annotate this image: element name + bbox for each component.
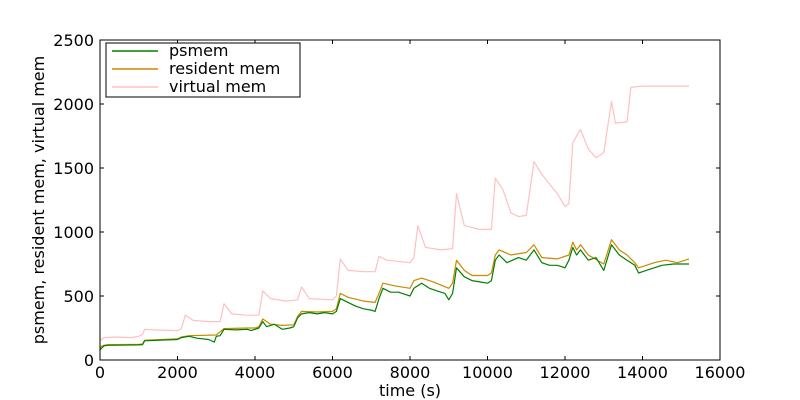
y-tick-label: 2000: [53, 95, 94, 114]
x-tick-label: 14000: [617, 363, 668, 382]
x-tick-label: 12000: [540, 363, 591, 382]
x-tick-label: 0: [95, 363, 105, 382]
series-line-virtual-mem: [99, 85, 689, 342]
x-tick-label: 2000: [157, 363, 198, 382]
series-line-psmem: [99, 244, 689, 351]
y-tick-label: 1500: [53, 159, 94, 178]
legend-box: [105, 42, 301, 98]
x-tick-label: 8000: [390, 363, 431, 382]
y-tick-label: 500: [63, 287, 94, 306]
x-axis-label: time (s): [379, 381, 441, 400]
x-tick-label: 10000: [462, 363, 513, 382]
y-tick-label: 2500: [53, 31, 94, 50]
y-tick-label: 0: [84, 351, 94, 370]
x-tick-label: 6000: [312, 363, 353, 382]
x-tick-label: 4000: [235, 363, 276, 382]
legend-label: psmem: [169, 41, 229, 60]
series-layer: [99, 85, 690, 351]
series-line-resident-mem: [99, 239, 690, 348]
y-axis-ticks: 0 500 1000 1500 2000 2500: [53, 31, 720, 370]
x-tick-label: 16000: [695, 363, 746, 382]
plot-frame: [99, 39, 721, 361]
legend-label: virtual mem: [169, 77, 266, 96]
legend-label: resident mem: [169, 59, 280, 78]
y-tick-label: 1000: [53, 223, 94, 242]
y-axis-label: psmem, resident mem, virtual mem: [29, 56, 48, 344]
x-axis-ticks: 0 2000 4000 6000 8000 10000 12000 14000 16000: [95, 40, 746, 382]
